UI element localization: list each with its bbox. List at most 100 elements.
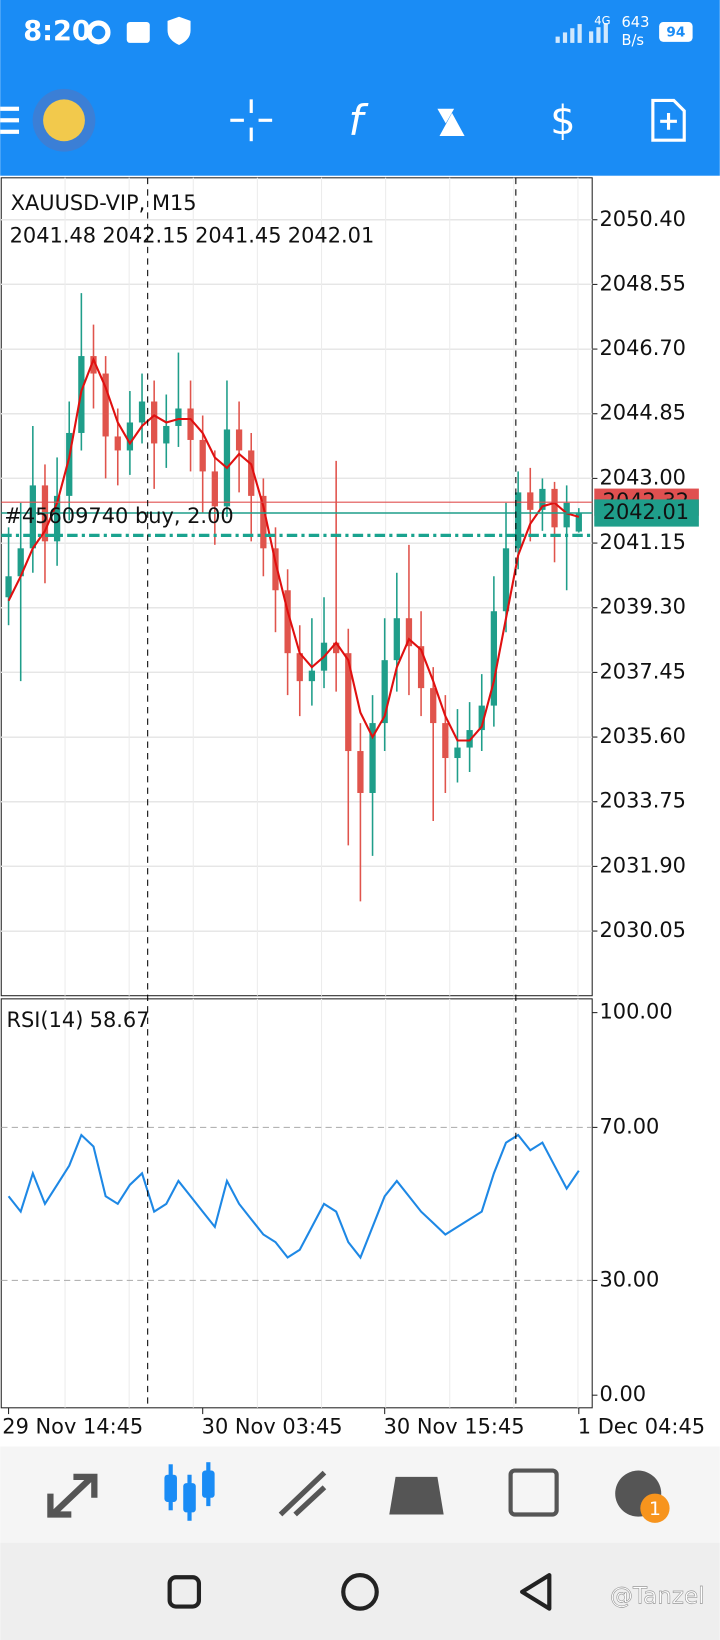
back-button[interactable]	[520, 1573, 552, 1611]
candle-body	[102, 373, 109, 437]
y-tick-label: 2031.90	[600, 853, 686, 877]
clock: 8:20	[23, 16, 91, 47]
rsi-line	[7, 1133, 580, 1260]
moving-average	[7, 356, 580, 742]
battery	[659, 21, 693, 42]
y-tick-label: 100.00	[600, 1000, 673, 1024]
ohlc-close: 2042.01	[288, 223, 374, 247]
candle-body	[527, 492, 534, 510]
candle-body	[563, 502, 570, 528]
y-tick-label: 2050.40	[600, 207, 686, 231]
shield-icon	[167, 16, 191, 45]
order-label: #45609740 buy, 2.00	[4, 504, 233, 528]
system-nav	[0, 1542, 720, 1640]
candle-body	[551, 488, 558, 528]
candle-body	[53, 495, 61, 542]
net-speed: 643	[621, 14, 649, 31]
candle-body	[175, 408, 182, 426]
history-tab[interactable]	[389, 1476, 444, 1515]
quotes-tab[interactable]	[47, 1473, 98, 1518]
candle-body	[430, 688, 437, 724]
x-tick-label: 29 Nov 14:45	[2, 1415, 143, 1439]
x-tick-label: 30 Nov 03:45	[202, 1415, 343, 1439]
bid-label: 2042.01	[603, 500, 689, 524]
candle-body	[345, 653, 352, 752]
candle-body	[272, 548, 279, 591]
candle-body	[17, 548, 24, 577]
candle-body	[393, 618, 400, 661]
candle-body	[138, 401, 146, 423]
candle-body	[357, 751, 364, 793]
ohlc-header: 2041.48 2042.15 2041.45 2042.01	[10, 223, 375, 247]
candle-body	[381, 660, 388, 724]
news-tab[interactable]	[508, 1468, 559, 1517]
watermark: @Tanzel	[610, 1584, 705, 1610]
candle-body	[442, 723, 449, 759]
candle-body	[454, 747, 461, 759]
settings-icon	[86, 20, 111, 45]
y-tick-label: 0.00	[600, 1382, 647, 1406]
candle-body	[29, 485, 36, 549]
candle-body	[5, 576, 12, 598]
battery-level: 94	[666, 24, 685, 40]
candle-body	[199, 439, 206, 472]
ohlc-high: 2042.15	[102, 223, 188, 247]
x-tick-label: 30 Nov 15:45	[384, 1415, 525, 1439]
recents-button[interactable]	[167, 1575, 202, 1609]
candle-body	[515, 492, 522, 549]
candle-body	[502, 548, 510, 612]
candle-body	[369, 723, 376, 793]
candle-body	[466, 730, 473, 748]
bid-label-box	[594, 499, 699, 527]
menu-button[interactable]	[0, 106, 20, 134]
candle-body	[260, 495, 267, 549]
new-order-plus	[660, 112, 677, 130]
crosshair-button[interactable]	[230, 99, 273, 142]
y-tick-label: 2043.00	[600, 465, 686, 489]
symbol-title: XAUUSD-VIP, M15	[11, 191, 197, 215]
y-tick-label: 2037.45	[600, 659, 686, 683]
y-tick-label: 2039.30	[600, 595, 686, 619]
candle-body	[308, 670, 316, 682]
candle-body	[66, 432, 73, 496]
candle-body	[187, 408, 194, 440]
candle-body	[478, 705, 485, 731]
ohlc-low: 2041.45	[195, 223, 281, 247]
y-tick-label: 2041.15	[600, 530, 686, 554]
chat-badge: 1	[649, 1499, 661, 1520]
bottom-nav	[0, 1446, 720, 1543]
y-tick-label: 70.00	[600, 1114, 660, 1138]
y-tick-label: 2046.70	[600, 336, 686, 360]
y-tick-label: 2033.75	[600, 789, 686, 813]
candle-body	[211, 471, 218, 507]
candle-body	[333, 642, 340, 654]
y-tick-label: 2035.60	[600, 724, 686, 748]
objects-button[interactable]	[437, 108, 465, 136]
candle-body	[248, 450, 255, 496]
net-speed-unit: B/s	[621, 32, 644, 49]
candle-body	[539, 488, 546, 510]
y-tick-label: 2048.55	[600, 271, 686, 295]
trade-button[interactable]: $	[550, 98, 575, 144]
trade-tab[interactable]	[278, 1470, 327, 1517]
candle-body	[405, 618, 413, 647]
chart-tab[interactable]	[164, 1462, 215, 1521]
candle-body	[163, 425, 170, 444]
candle-body	[151, 401, 158, 444]
price-pane	[0, 177, 593, 997]
rsi-title: RSI(14) 58.67	[6, 1008, 149, 1032]
y-tick-label: 30.00	[600, 1267, 660, 1291]
candle-body	[235, 429, 243, 451]
rsi-value: 58.67	[90, 1008, 150, 1032]
candle-body	[575, 513, 582, 532]
candle-body	[126, 422, 134, 451]
candle-body	[490, 611, 498, 706]
rsi-pane	[0, 998, 593, 1409]
home-button[interactable]	[341, 1573, 379, 1611]
new-order-button[interactable]	[651, 98, 686, 142]
candle-body	[284, 590, 291, 654]
app-icon	[126, 21, 150, 43]
